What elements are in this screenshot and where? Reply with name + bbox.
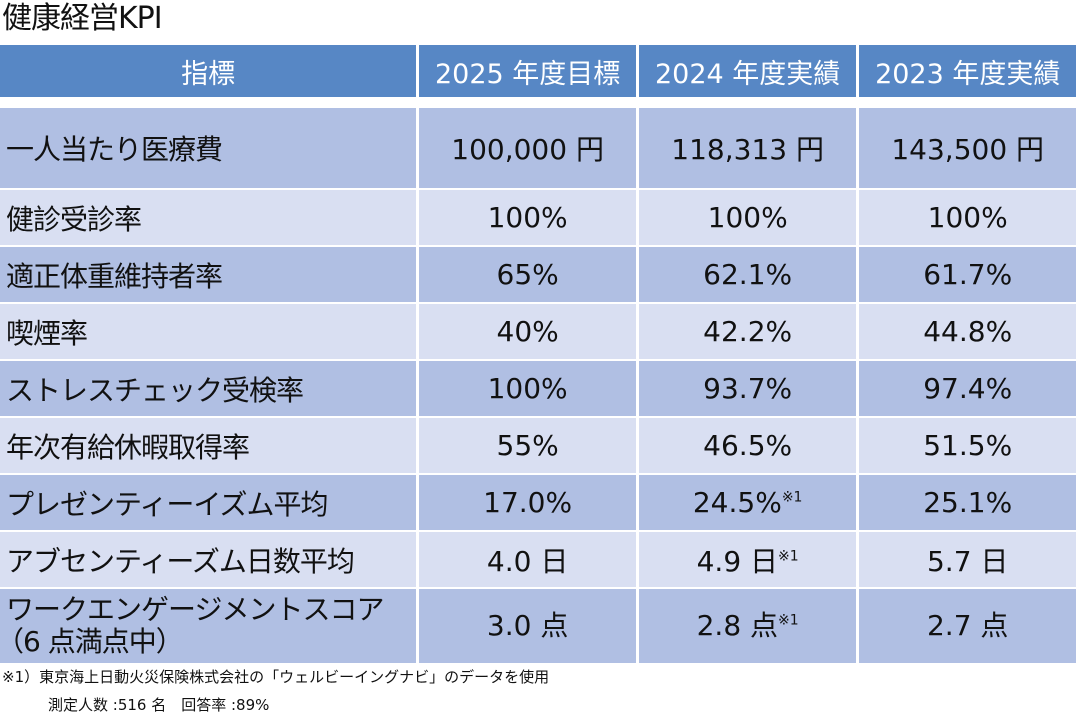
cell-2023: 25.1% [859, 475, 1076, 530]
footnote-line2: 測定人数 :516 名 回答率 :89% [48, 696, 270, 714]
cell-2024: 93.7% [638, 361, 857, 416]
cell-2025: 100,000 円 [419, 108, 636, 188]
table-row: 喫煙率 40% 42.2% 44.8% [0, 304, 1076, 359]
table-row: 年次有給休暇取得率 55% 46.5% 51.5% [0, 418, 1076, 473]
cell-2024: 4.9 日※1 [638, 532, 857, 587]
cell-2023: 100% [859, 190, 1076, 245]
row-label: アブセンティーズム日数平均 [0, 532, 417, 587]
spacer [0, 99, 1076, 106]
cell-2023: 44.8% [859, 304, 1076, 359]
table-row: 一人当たり医療費 100,000 円 118,313 円 143,500 円 [0, 108, 1076, 188]
cell-2023: 97.4% [859, 361, 1076, 416]
cell-2023: 61.7% [859, 247, 1076, 302]
row-label: 一人当たり医療費 [0, 108, 417, 188]
cell-2025: 100% [419, 190, 636, 245]
footnote-ref: ※1 [778, 612, 799, 629]
cell-2024: 42.2% [638, 304, 857, 359]
header-indicator: 指標 [0, 45, 417, 97]
cell-value: 2.8 点 [696, 609, 779, 642]
cell-2023: 2.7 点 [859, 589, 1076, 663]
row-label: 健診受診率 [0, 190, 417, 245]
table-row: ストレスチェック受検率 100% 93.7% 97.4% [0, 361, 1076, 416]
row-label: ストレスチェック受検率 [0, 361, 417, 416]
cell-2023: 143,500 円 [859, 108, 1076, 188]
row-label: 年次有給休暇取得率 [0, 418, 417, 473]
table-row: 適正体重維持者率 65% 62.1% 61.7% [0, 247, 1076, 302]
cell-2025: 40% [419, 304, 636, 359]
cell-2025: 65% [419, 247, 636, 302]
header-2024-actual: 2024 年度実績 [638, 45, 857, 97]
table-row: ワークエンゲージメントスコア （6 点満点中） 3.0 点 2.8 点※1 2.7… [0, 589, 1076, 663]
footnote-ref: ※1 [778, 548, 799, 565]
cell-2024: 100% [638, 190, 857, 245]
table-row: プレゼンティーイズム平均 17.0% 24.5%※1 25.1% [0, 475, 1076, 530]
cell-2024: 2.8 点※1 [638, 589, 857, 663]
row-label: ワークエンゲージメントスコア （6 点満点中） [0, 589, 417, 663]
table-row: 健診受診率 100% 100% 100% [0, 190, 1076, 245]
row-label: プレゼンティーイズム平均 [0, 475, 417, 530]
cell-2024: 118,313 円 [638, 108, 857, 188]
cell-2025: 55% [419, 418, 636, 473]
cell-2025: 4.0 日 [419, 532, 636, 587]
kpi-table: 指標 2025 年度目標 2024 年度実績 2023 年度実績 一人当たり医療… [0, 43, 1079, 665]
row-label: 喫煙率 [0, 304, 417, 359]
cell-2024: 46.5% [638, 418, 857, 473]
page-title: 健康経営KPI [2, 1, 163, 36]
row-label-line1: ワークエンゲージメントスコア [6, 593, 384, 626]
header-2025-target: 2025 年度目標 [419, 45, 636, 97]
row-label: 適正体重維持者率 [0, 247, 417, 302]
row-label-line2: （6 点満点中） [0, 625, 184, 658]
cell-2023: 5.7 日 [859, 532, 1076, 587]
footnote-line1: ※1）東京海上日動火災保険株式会社の「ウェルビーイングナビ」のデータを使用 [2, 668, 550, 686]
table-row: アブセンティーズム日数平均 4.0 日 4.9 日※1 5.7 日 [0, 532, 1076, 587]
cell-value: 4.9 日 [696, 544, 779, 578]
cell-2024: 24.5%※1 [638, 475, 857, 530]
footnote-ref: ※1 [781, 489, 803, 506]
cell-2024: 62.1% [638, 247, 857, 302]
cell-2025: 100% [419, 361, 636, 416]
cell-2025: 17.0% [419, 475, 636, 530]
table-header-row: 指標 2025 年度目標 2024 年度実績 2023 年度実績 [0, 45, 1076, 97]
cell-2023: 51.5% [859, 418, 1076, 473]
header-2023-actual: 2023 年度実績 [859, 45, 1076, 97]
cell-value: 24.5% [692, 486, 782, 519]
cell-2025: 3.0 点 [419, 589, 636, 663]
